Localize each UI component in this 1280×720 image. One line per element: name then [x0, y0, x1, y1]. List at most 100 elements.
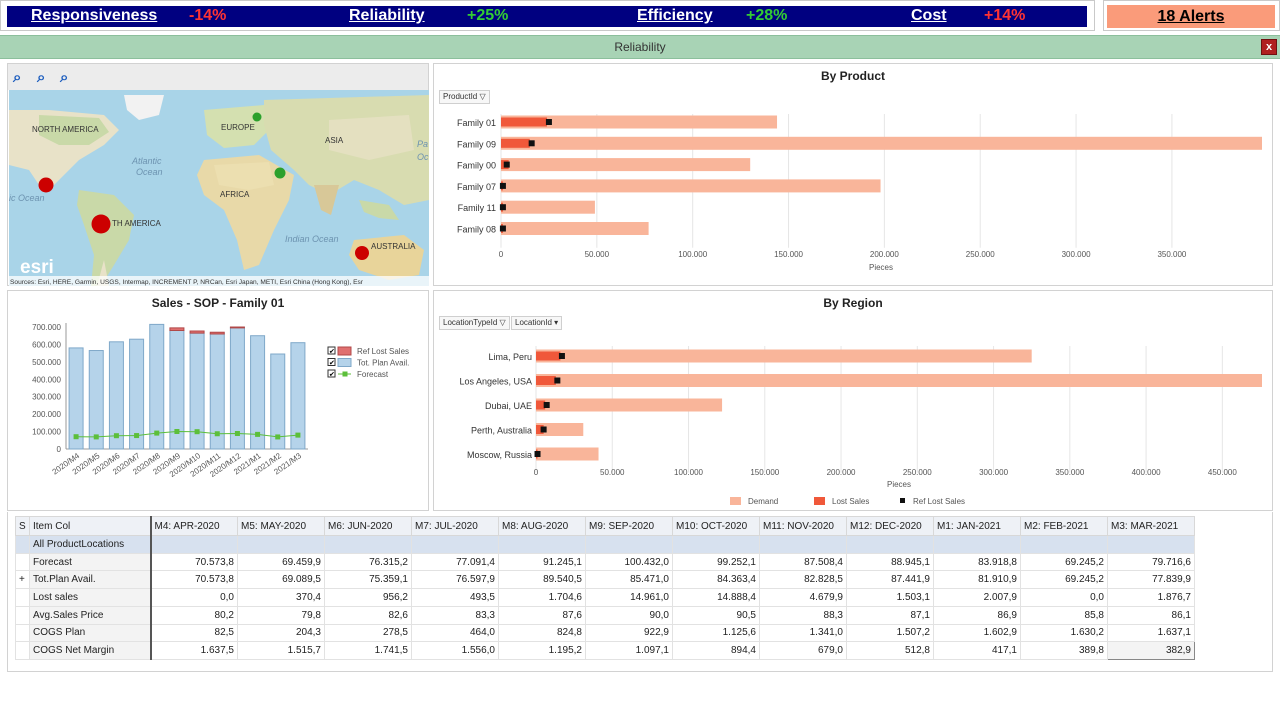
grid-cell[interactable]: 70.573,8: [150, 552, 238, 572]
grid-cell[interactable]: 75.359,1: [324, 570, 412, 590]
table-row[interactable]: Lost sales 0,0 370,4 956,2 493,5 1.704,6 14.96…: [15, 588, 1195, 607]
plan-avail-bar[interactable]: [250, 335, 266, 450]
plan-avail-bar[interactable]: [108, 341, 124, 450]
grid-cell[interactable]: 14.888,4: [672, 588, 760, 607]
plan-avail-bar[interactable]: [129, 338, 145, 450]
grid-cell[interactable]: 389,8: [1020, 641, 1108, 660]
grid-cell[interactable]: 204,3: [237, 623, 325, 643]
grid-cell[interactable]: 2.007,9: [933, 588, 1021, 607]
grid-cell[interactable]: 69.245,2: [1020, 570, 1108, 590]
lost-sales-bar[interactable]: [536, 425, 544, 434]
demand-bar[interactable]: [536, 447, 599, 461]
plan-avail-bar[interactable]: [149, 323, 165, 450]
grid-cell[interactable]: 1.507,2: [846, 623, 934, 643]
grid-cell[interactable]: 464,0: [411, 623, 499, 643]
demand-bar[interactable]: [501, 136, 1262, 150]
forecast-point[interactable]: [255, 431, 261, 437]
forecast-point[interactable]: [134, 433, 140, 439]
grid-cell[interactable]: 77.091,4: [411, 552, 499, 572]
forecast-point[interactable]: [275, 434, 281, 440]
grid-cell[interactable]: 1.704,6: [498, 588, 586, 607]
table-row[interactable]: COGS Plan 82,5 204,3 278,5 464,0 824,8 922,9 1.…: [15, 623, 1195, 643]
legend-checkbox[interactable]: [327, 358, 336, 366]
ref-lost-sales-marker[interactable]: [554, 377, 561, 384]
demand-bar[interactable]: [501, 158, 751, 172]
column-header[interactable]: M6: JUN-2020: [324, 516, 412, 536]
grid-cell[interactable]: 956,2: [324, 588, 412, 607]
lost-sales-bar[interactable]: [536, 376, 556, 385]
grid-cell[interactable]: 77.839,9: [1107, 570, 1195, 590]
column-header[interactable]: S: [15, 516, 30, 536]
forecast-point[interactable]: [154, 430, 160, 436]
forecast-point[interactable]: [194, 429, 200, 435]
grid-cell[interactable]: 1.097,1: [585, 641, 673, 660]
grid-cell[interactable]: 85,8: [1020, 605, 1108, 625]
group-expander[interactable]: [15, 535, 30, 554]
column-header[interactable]: M3: MAR-2021: [1107, 516, 1195, 536]
column-header[interactable]: M10: OCT-2020: [672, 516, 760, 536]
expand-toggle[interactable]: [15, 605, 30, 625]
grid-cell[interactable]: 894,4: [672, 641, 760, 660]
grid-cell[interactable]: 82.828,5: [759, 570, 847, 590]
ref-lost-sales-bar[interactable]: [189, 330, 205, 334]
location-type-filter[interactable]: LocationTypeId ▽: [439, 316, 510, 330]
grid-cell[interactable]: 87.441,9: [846, 570, 934, 590]
map-marker-lima[interactable]: [91, 214, 111, 234]
close-button[interactable]: x: [1261, 39, 1277, 55]
forecast-point[interactable]: [234, 430, 240, 436]
grid-cell[interactable]: 1.602,9: [933, 623, 1021, 643]
map-marker-los-angeles[interactable]: [38, 177, 54, 193]
forecast-point[interactable]: [214, 431, 220, 437]
forecast-point[interactable]: [295, 432, 301, 438]
ref-lost-sales-marker[interactable]: [499, 204, 506, 211]
grid-cell[interactable]: 512,8: [846, 641, 934, 660]
demand-bar[interactable]: [501, 222, 649, 235]
demand-bar[interactable]: [536, 423, 584, 436]
grid-cell[interactable]: 0,0: [150, 588, 238, 607]
grid-cell[interactable]: 382,9: [1107, 641, 1195, 660]
plan-avail-bar[interactable]: [88, 350, 104, 450]
plan-avail-bar[interactable]: [290, 342, 306, 450]
grid-cell[interactable]: 79.716,6: [1107, 552, 1195, 572]
column-header[interactable]: Item Col: [29, 516, 152, 536]
demand-bar[interactable]: [501, 115, 778, 129]
column-header[interactable]: M1: JAN-2021: [933, 516, 1021, 536]
grid-cell[interactable]: 69.089,5: [237, 570, 325, 590]
grid-cell[interactable]: 69.245,2: [1020, 552, 1108, 572]
grid-cell[interactable]: 278,5: [324, 623, 412, 643]
grid-cell[interactable]: 83.918,8: [933, 552, 1021, 572]
lost-sales-bar[interactable]: [536, 400, 546, 410]
demand-bar[interactable]: [536, 374, 1262, 387]
column-header[interactable]: M9: SEP-2020: [585, 516, 673, 536]
grid-cell[interactable]: 679,0: [759, 641, 847, 660]
lost-sales-bar[interactable]: [501, 117, 548, 127]
ref-lost-sales-bar[interactable]: [169, 327, 185, 331]
plan-avail-bar[interactable]: [270, 353, 286, 450]
demand-bar[interactable]: [501, 179, 881, 193]
ref-lost-sales-marker[interactable]: [499, 182, 506, 189]
alerts-button[interactable]: 18 Alerts: [1107, 5, 1275, 28]
grid-cell[interactable]: 90,5: [672, 605, 760, 625]
demand-bar[interactable]: [536, 349, 1032, 363]
map-marker-dubai[interactable]: [274, 167, 286, 179]
location-filter[interactable]: LocationId ▾: [511, 316, 563, 330]
grid-cell[interactable]: 14.961,0: [585, 588, 673, 607]
expand-toggle[interactable]: [15, 623, 30, 643]
grid-cell[interactable]: 76.315,2: [324, 552, 412, 572]
legend-checkbox[interactable]: [327, 346, 336, 355]
grid-cell[interactable]: 87.508,4: [759, 552, 847, 572]
table-row[interactable]: COGS Net Margin 1.637,5 1.515,7 1.741,5 1.55…: [15, 641, 1195, 660]
product-filter[interactable]: ProductId ▽: [439, 90, 490, 104]
grid-cell[interactable]: 85.471,0: [585, 570, 673, 590]
grid-cell[interactable]: 4.679,9: [759, 588, 847, 607]
forecast-point[interactable]: [93, 434, 99, 440]
zoom-out-icon[interactable]: ⌕: [37, 69, 46, 86]
table-row[interactable]: Avg.Sales Price 80,2 79,8 82,6 83,3 87,6 90,0 9…: [15, 605, 1195, 625]
world-map[interactable]: NORTH AMERICA EUROPE ASIA Atlantic Ocean…: [9, 90, 429, 286]
plan-avail-bar[interactable]: [229, 327, 245, 450]
demand-bar[interactable]: [536, 398, 723, 412]
forecast-point[interactable]: [174, 428, 180, 434]
grid-cell[interactable]: 1.503,1: [846, 588, 934, 607]
grid-cell[interactable]: 88,3: [759, 605, 847, 625]
grid-cell[interactable]: 86,9: [933, 605, 1021, 625]
